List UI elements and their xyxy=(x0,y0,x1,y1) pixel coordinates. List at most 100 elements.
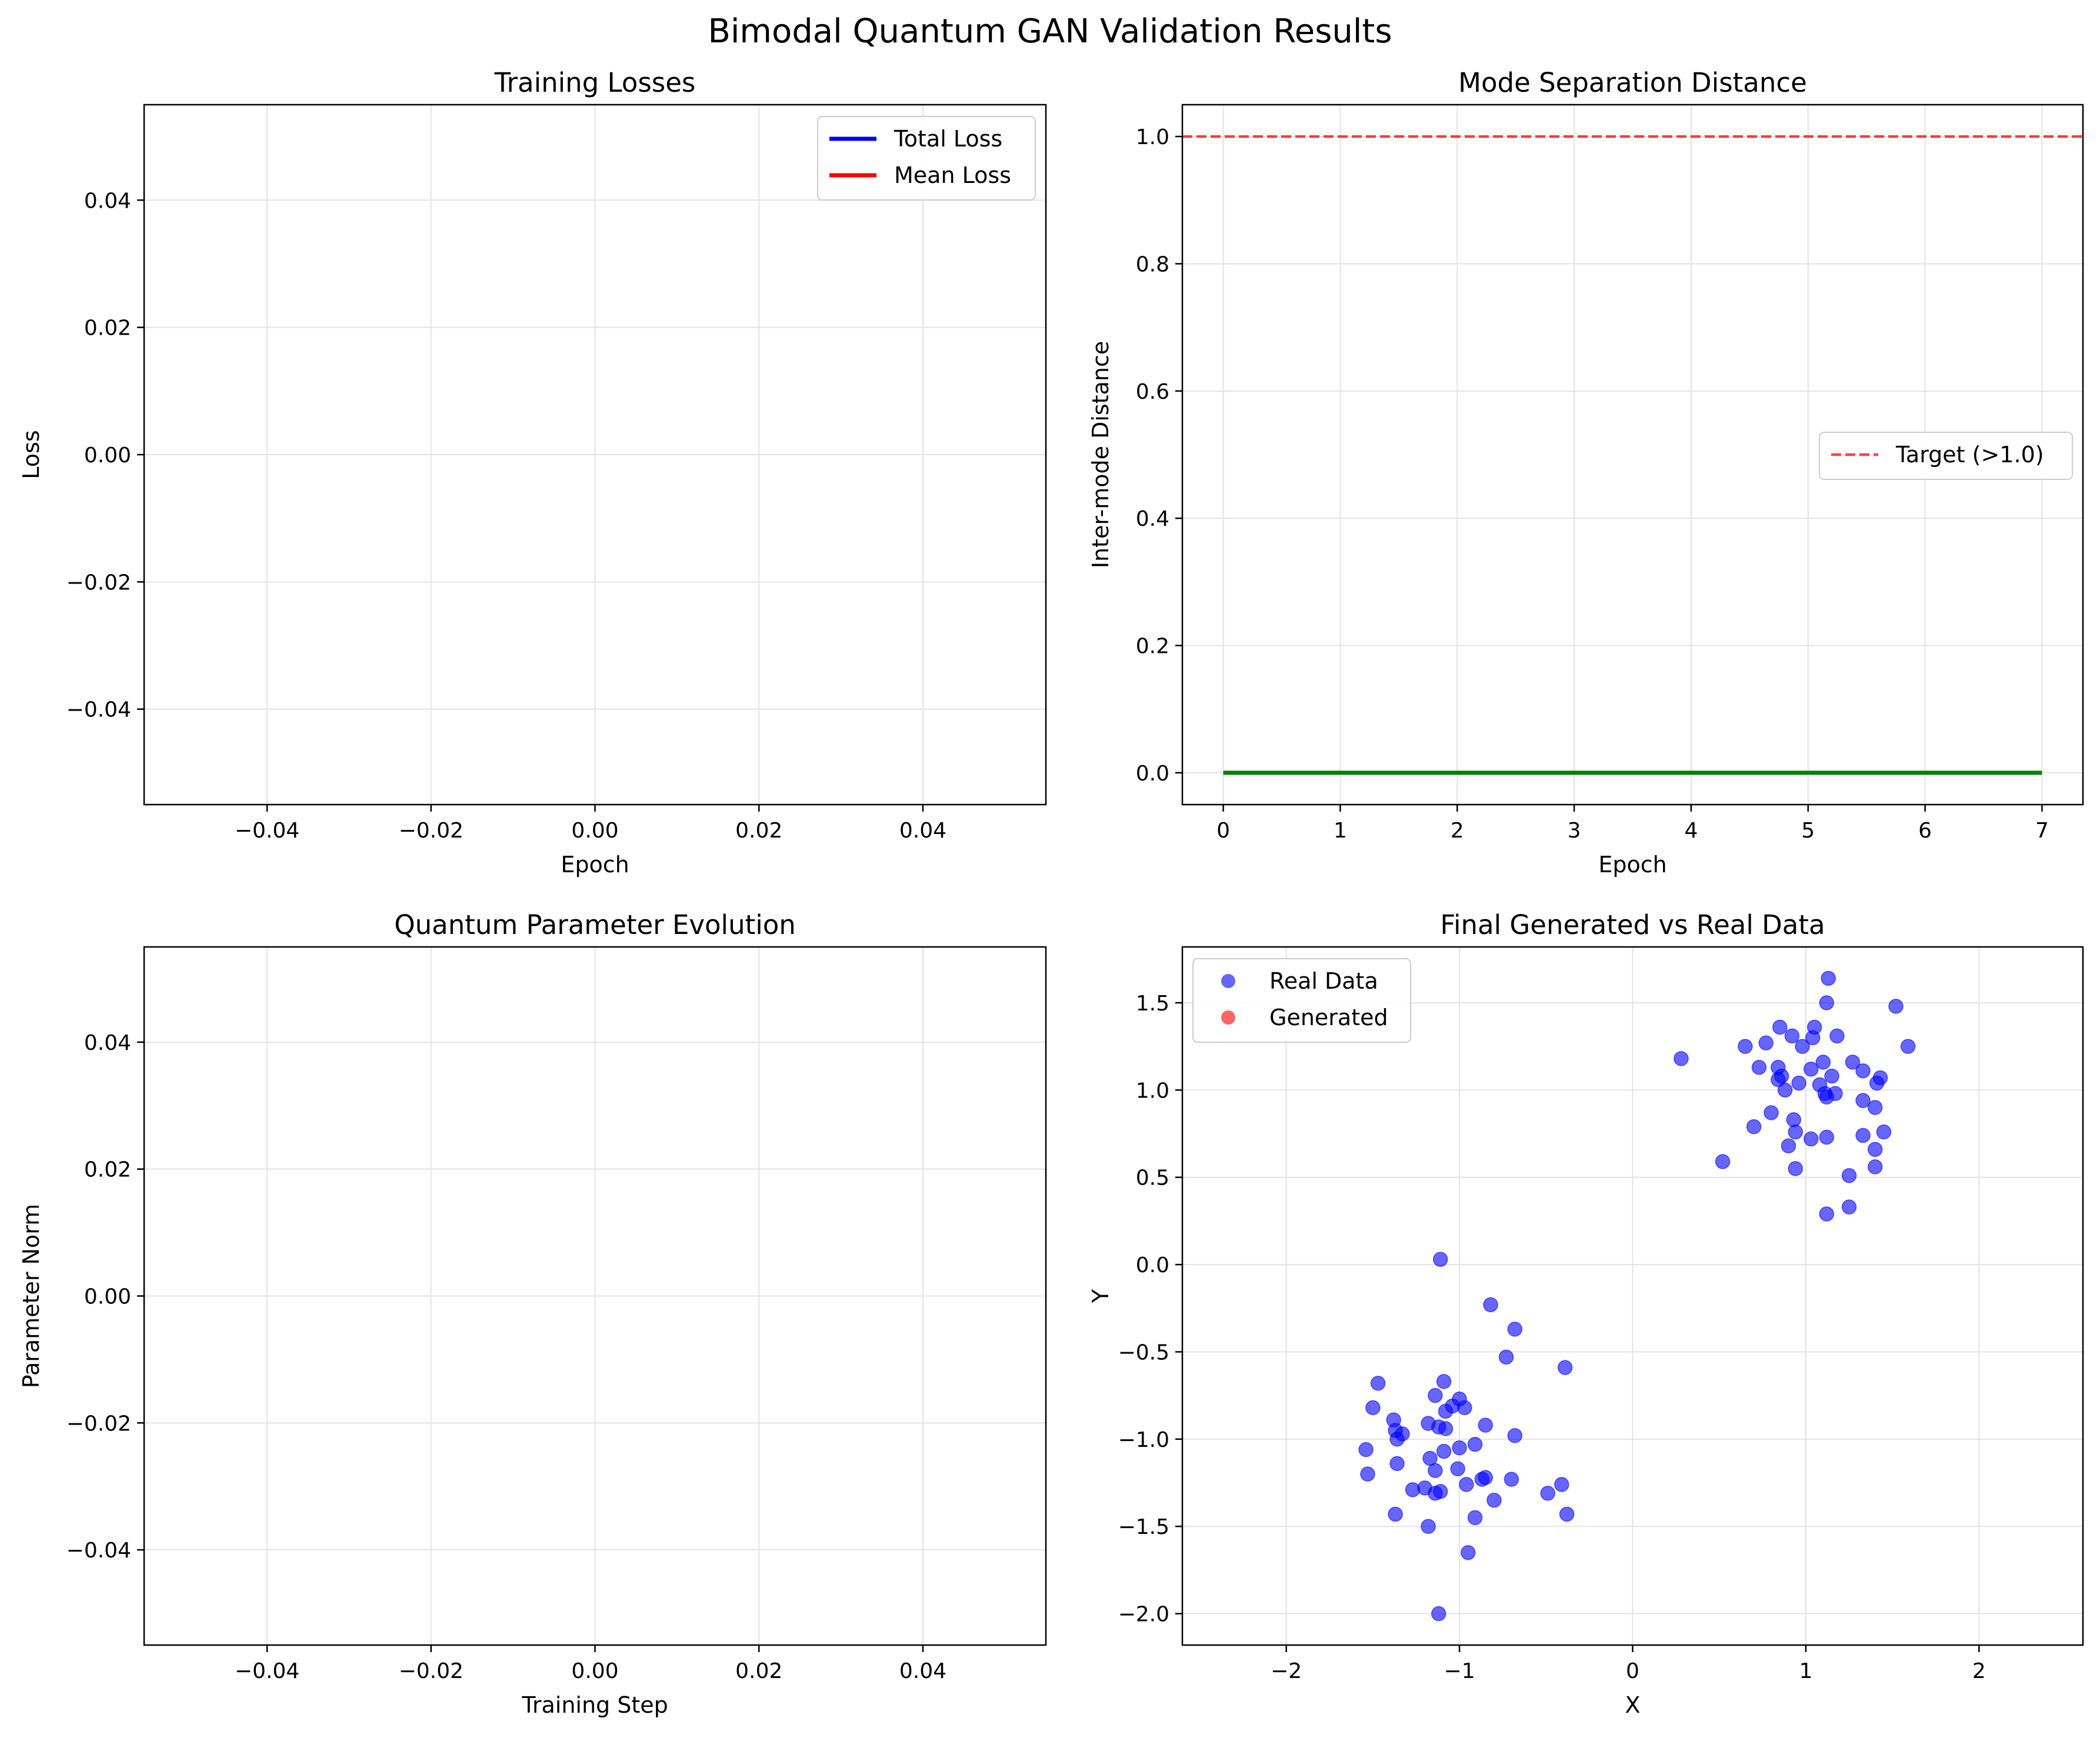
y-tick-label: 0.02 xyxy=(84,316,131,341)
scatter-point-1 xyxy=(1507,1428,1523,1443)
legend-label: Target (>1.0) xyxy=(1895,442,2044,468)
x-tick-label: 3 xyxy=(1568,819,1581,843)
scatter-point-1 xyxy=(1467,1510,1483,1526)
scatter-point-1 xyxy=(1461,1544,1476,1560)
y-tick-label: 0.8 xyxy=(1136,252,1169,276)
scatter-point-1 xyxy=(1459,1477,1474,1492)
x-tick-label: −0.02 xyxy=(399,819,464,843)
scatter-point-1 xyxy=(1483,1297,1498,1313)
legend-marker xyxy=(1221,1010,1235,1025)
legend-label: Mean Loss xyxy=(894,162,1011,188)
y-tick-label: 1.5 xyxy=(1136,992,1169,1016)
y-tick-label: −2.0 xyxy=(1118,1603,1169,1627)
x-tick-label: −2 xyxy=(1271,1659,1302,1683)
y-tick-label: −0.5 xyxy=(1118,1340,1169,1365)
x-tick-label: 0 xyxy=(1216,819,1230,843)
subplot-title: Mode Separation Distance xyxy=(1458,67,1807,98)
legend: Real Data Generated xyxy=(1192,958,1411,1043)
scatter-point-1 xyxy=(1452,1440,1467,1456)
scatter-point-1 xyxy=(1788,1161,1804,1176)
scatter-point-1 xyxy=(1467,1436,1483,1452)
x-tick-label: 4 xyxy=(1684,819,1698,843)
scatter-point-1 xyxy=(1431,1606,1446,1622)
scatter-point-1 xyxy=(1428,1486,1443,1501)
y-tick-label: 0.5 xyxy=(1136,1166,1169,1190)
scatter-point-1 xyxy=(1421,1519,1436,1534)
figure-suptitle: Bimodal Quantum GAN Validation Results xyxy=(708,12,1392,51)
x-axis-label: Epoch xyxy=(1598,852,1666,878)
scatter-point-1 xyxy=(1436,1443,1452,1459)
y-axis-label: Inter-mode Distance xyxy=(1088,341,1114,568)
scatter-point-1 xyxy=(1855,1127,1871,1143)
x-tick-label: 1 xyxy=(1799,1659,1812,1683)
x-tick-label: −0.04 xyxy=(235,819,299,843)
scatter-point-1 xyxy=(1781,1138,1796,1154)
scatter-point-1 xyxy=(1405,1482,1421,1497)
y-tick-label: 0.00 xyxy=(84,1285,131,1309)
scatter-point-1 xyxy=(1841,1167,1857,1183)
x-tick-label: 0.02 xyxy=(735,819,782,843)
scatter-point-1 xyxy=(1507,1322,1523,1337)
scatter-point-1 xyxy=(1777,1082,1793,1098)
x-axis-label: X xyxy=(1625,1692,1640,1718)
subplot-1: −0.04 −0.02 0.00 0.02 0.04 −0.04 −0.02 0.00 0.02… xyxy=(18,67,1047,878)
scatter-point-1 xyxy=(1867,1159,1883,1175)
scatter-point-1 xyxy=(1478,1417,1493,1433)
x-tick-label: 0 xyxy=(1626,1659,1639,1683)
y-tick-label: 1.0 xyxy=(1136,1079,1169,1103)
scatter-point-1 xyxy=(1389,1456,1405,1472)
y-tick-label: 0.6 xyxy=(1136,380,1169,404)
scatter-point-1 xyxy=(1358,1442,1374,1457)
y-tick-label: −0.02 xyxy=(66,1412,131,1436)
x-tick-label: −0.02 xyxy=(399,1659,464,1683)
y-tick-label: 0.00 xyxy=(84,443,131,468)
scatter-point-1 xyxy=(1365,1400,1381,1416)
scatter-point-1 xyxy=(1432,1252,1448,1267)
scatter-point-1 xyxy=(1815,1055,1831,1070)
y-tick-label: 0.2 xyxy=(1136,635,1169,659)
legend-box xyxy=(1192,958,1411,1043)
subplot-grid: −0.04 −0.02 0.00 0.02 0.04−0.04−0.020.000.02… xyxy=(18,67,2084,1718)
x-tick-label: 0.00 xyxy=(571,1659,618,1683)
scatter-point-1 xyxy=(1788,1124,1804,1140)
scatter-point-1 xyxy=(1855,1093,1871,1108)
x-tick-label: 2 xyxy=(1451,819,1464,843)
y-tick-label: 0.04 xyxy=(84,1031,131,1055)
scatter-point-1 xyxy=(1674,1051,1689,1066)
scatter-point-1 xyxy=(1360,1466,1375,1482)
scatter-point-1 xyxy=(1867,1142,1883,1157)
scatter-point-1 xyxy=(1450,1461,1465,1477)
subplot-2: 0 1 2 3 4 5 6 7 0.0 0.2 0.4 0.6 0.8 1.0 Mode Separatio… xyxy=(1088,67,2084,878)
scatter-point-1 xyxy=(1771,1072,1786,1087)
x-axis-label: Training Step xyxy=(521,1692,668,1718)
x-axis-label: Epoch xyxy=(561,852,629,878)
scatter-point-1 xyxy=(1819,1206,1835,1222)
legend-label: Generated xyxy=(1269,1005,1388,1030)
scatter-point-1 xyxy=(1819,1129,1835,1145)
subplot-title: Training Losses xyxy=(494,67,696,98)
scatter-point-1 xyxy=(1804,1131,1819,1147)
axes-frame xyxy=(1181,104,2084,806)
y-tick-label: −0.04 xyxy=(66,1539,131,1563)
scatter-point-1 xyxy=(1876,1124,1892,1140)
scatter-point-1 xyxy=(1540,1486,1555,1501)
scatter-point-1 xyxy=(1791,1075,1806,1091)
x-tick-label: 1 xyxy=(1334,819,1347,843)
x-tick-label: 0.00 xyxy=(571,819,618,843)
y-axis-label: Y xyxy=(1088,1289,1114,1303)
scatter-point-1 xyxy=(1389,1432,1405,1447)
y-tick-label: 0.0 xyxy=(1136,762,1169,786)
scatter-point-1 xyxy=(1751,1060,1767,1075)
y-axis-label: Parameter Norm xyxy=(18,1204,44,1388)
x-tick-label: 0.04 xyxy=(899,1659,946,1683)
subplot-title: Final Generated vs Real Data xyxy=(1440,909,1825,940)
y-tick-label: −0.02 xyxy=(66,571,131,595)
scatter-point-1 xyxy=(1498,1349,1514,1365)
scatter-point-1 xyxy=(1388,1506,1403,1522)
scatter-point-1 xyxy=(1869,1075,1885,1091)
scatter-point-1 xyxy=(1438,1403,1454,1419)
scatter-point-1 xyxy=(1804,1061,1819,1077)
scatter-point-1 xyxy=(1888,999,1904,1014)
scatter-point-1 xyxy=(1559,1506,1575,1522)
scatter-point-1 xyxy=(1557,1360,1573,1375)
